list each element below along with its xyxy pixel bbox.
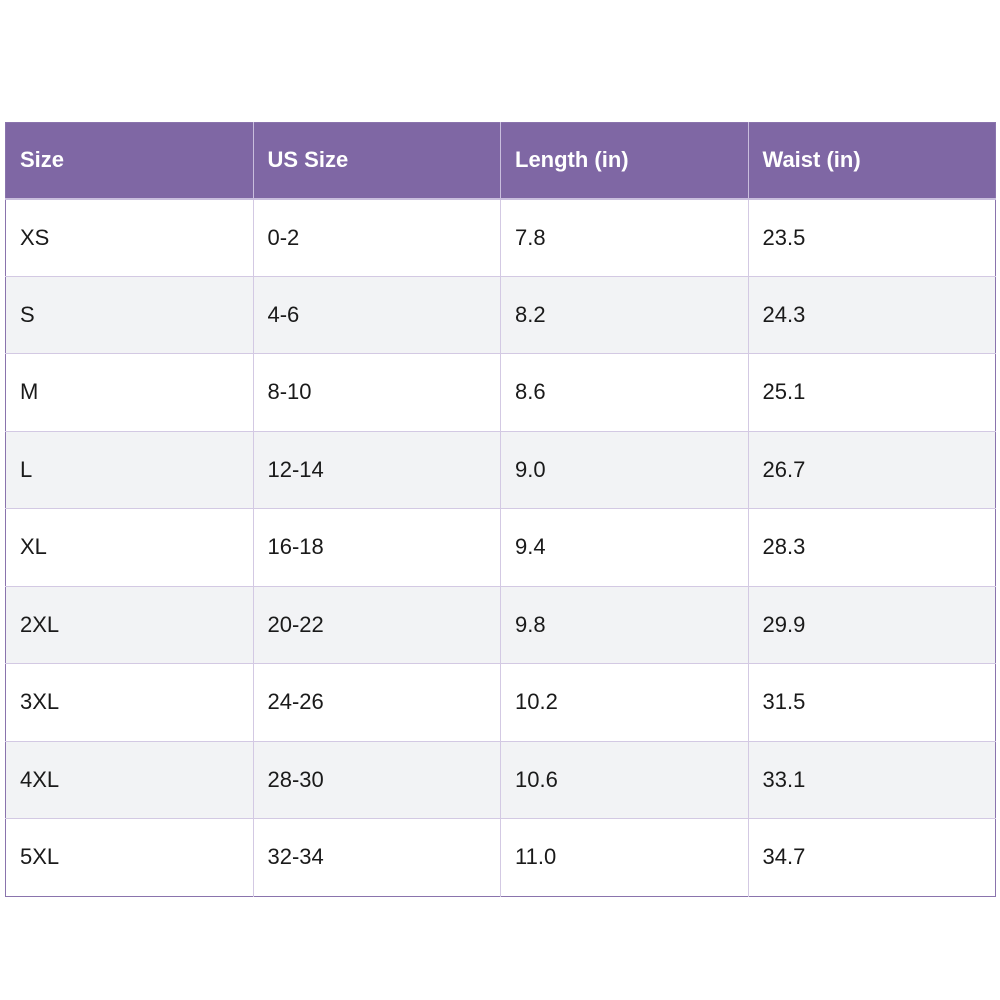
cell-length: 11.0 <box>500 818 748 896</box>
cell-waist: 26.7 <box>747 430 996 509</box>
table-row: XL 16-18 9.4 28.3 <box>5 508 996 586</box>
cell-size: 3XL <box>5 663 253 741</box>
table-row: S 4-6 8.2 24.3 <box>5 275 996 354</box>
cell-length: 9.0 <box>500 430 748 509</box>
cell-length: 8.2 <box>500 275 748 354</box>
cell-us-size: 8-10 <box>252 353 501 431</box>
cell-size: M <box>5 353 253 431</box>
header-us-size: US Size <box>252 122 501 200</box>
cell-size: 4XL <box>5 740 253 819</box>
cell-waist: 31.5 <box>747 663 996 741</box>
cell-waist: 34.7 <box>747 818 996 896</box>
table-row: 5XL 32-34 11.0 34.7 <box>5 818 996 896</box>
table-row: L 12-14 9.0 26.7 <box>5 430 996 509</box>
cell-us-size: 28-30 <box>252 740 501 819</box>
cell-length: 8.6 <box>500 353 748 431</box>
cell-size: XL <box>5 508 253 586</box>
cell-us-size: 0-2 <box>252 198 501 276</box>
header-row: Size US Size Length (in) Waist (in) <box>5 122 996 200</box>
header-size: Size <box>5 122 253 200</box>
table-row: 4XL 28-30 10.6 33.1 <box>5 740 996 819</box>
cell-us-size: 24-26 <box>252 663 501 741</box>
size-chart-table: Size US Size Length (in) Waist (in) XS 0… <box>5 122 996 897</box>
cell-us-size: 32-34 <box>252 818 501 896</box>
cell-us-size: 4-6 <box>252 275 501 354</box>
cell-us-size: 20-22 <box>252 585 501 664</box>
table-row: 3XL 24-26 10.2 31.5 <box>5 663 996 741</box>
cell-size: 5XL <box>5 818 253 896</box>
cell-size: XS <box>5 198 253 276</box>
table-row: M 8-10 8.6 25.1 <box>5 353 996 431</box>
header-waist: Waist (in) <box>747 122 996 200</box>
cell-length: 9.4 <box>500 508 748 586</box>
cell-us-size: 12-14 <box>252 430 501 509</box>
header-length: Length (in) <box>500 122 748 200</box>
cell-length: 10.6 <box>500 740 748 819</box>
cell-waist: 28.3 <box>747 508 996 586</box>
cell-waist: 29.9 <box>747 585 996 664</box>
cell-length: 7.8 <box>500 198 748 276</box>
cell-size: 2XL <box>5 585 253 664</box>
cell-waist: 33.1 <box>747 740 996 819</box>
cell-length: 10.2 <box>500 663 748 741</box>
cell-length: 9.8 <box>500 585 748 664</box>
table-row: 2XL 20-22 9.8 29.9 <box>5 585 996 664</box>
cell-size: S <box>5 275 253 354</box>
table-row: XS 0-2 7.8 23.5 <box>5 198 996 276</box>
cell-waist: 25.1 <box>747 353 996 431</box>
cell-waist: 23.5 <box>747 198 996 276</box>
cell-waist: 24.3 <box>747 275 996 354</box>
cell-size: L <box>5 430 253 509</box>
cell-us-size: 16-18 <box>252 508 501 586</box>
